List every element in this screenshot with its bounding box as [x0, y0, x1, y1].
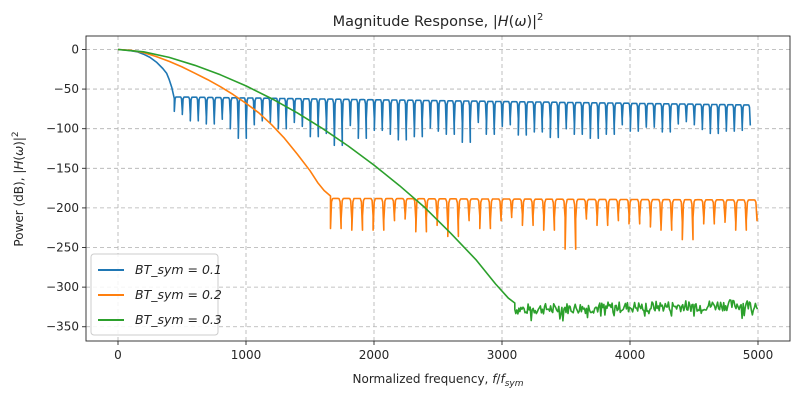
series-line-2 — [117, 48, 758, 250]
y-axis: 0 −50 −100 −150 −200 −250 −300 −350 — [46, 42, 86, 334]
legend-box — [90, 253, 219, 336]
plot-frame — [85, 35, 791, 342]
y-tick-label: −250 — [46, 241, 79, 255]
y-tick-label: −50 — [54, 82, 79, 96]
y-tick-label: −100 — [46, 122, 79, 136]
y-tick-label: −350 — [46, 320, 79, 334]
chart-title: Magnitude Response, |H(ω)|2 — [333, 12, 544, 30]
x-axis: 0 1000 2000 3000 4000 5000 — [114, 341, 773, 362]
x-tick-label: 3000 — [487, 348, 518, 362]
series-line-3 — [117, 48, 759, 322]
series-layer — [117, 48, 759, 322]
y-tick-label: 0 — [71, 42, 79, 56]
y-tick-label: −300 — [46, 280, 79, 294]
y-tick-label: −200 — [46, 201, 79, 215]
y-tick-label: −150 — [46, 161, 79, 175]
x-tick-label: 4000 — [615, 348, 646, 362]
x-tick-label: 5000 — [743, 348, 774, 362]
legend-label-3: BT_sym = 0.3 — [135, 312, 222, 327]
x-axis-label: Normalized frequency, f/fsym — [353, 372, 524, 389]
legend-label-2: BT_sym = 0.2 — [135, 287, 222, 302]
y-axis-label: Power (dB), |H(ω)|2 — [11, 131, 26, 246]
legend: BT_sym = 0.1 BT_sym = 0.2 BT_sym = 0.3 — [90, 253, 222, 336]
x-tick-label: 0 — [114, 348, 122, 362]
x-tick-label: 1000 — [231, 348, 262, 362]
series-line-1 — [117, 48, 752, 147]
legend-label-1: BT_sym = 0.1 — [135, 262, 222, 277]
x-tick-label: 2000 — [359, 348, 390, 362]
